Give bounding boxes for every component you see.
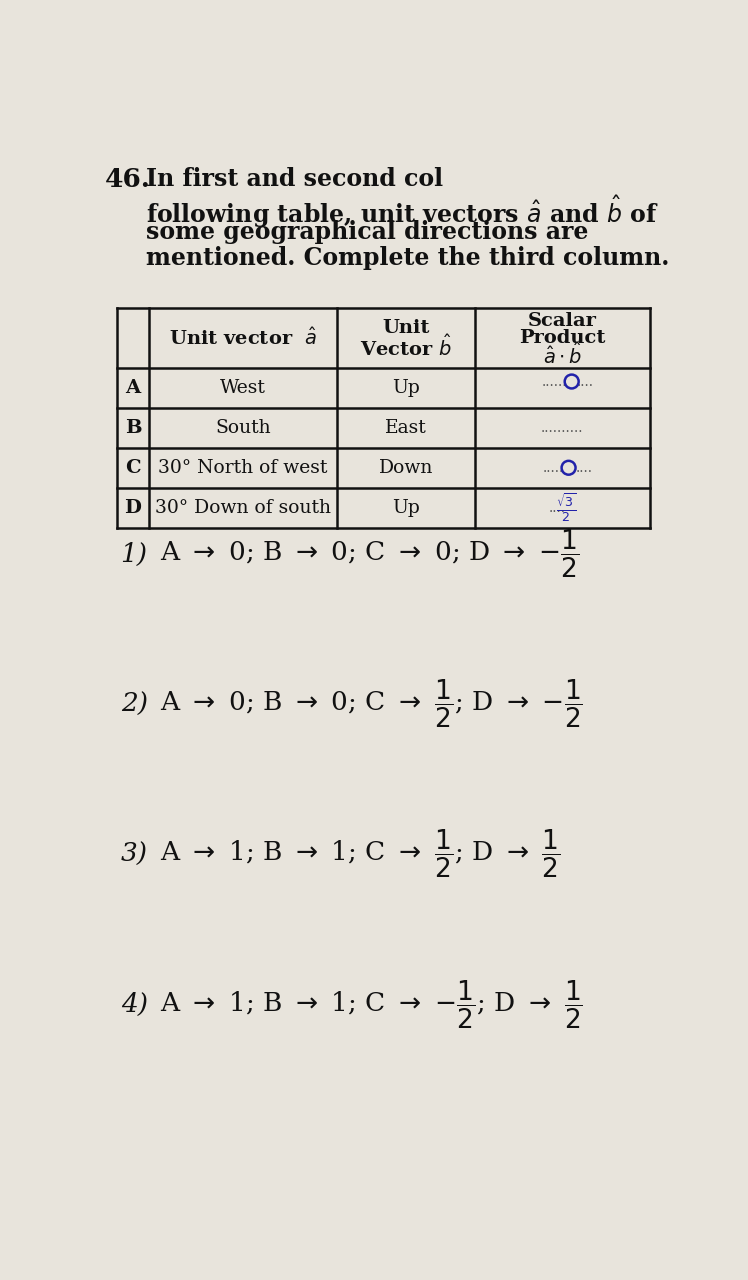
Text: 3): 3)	[120, 842, 147, 867]
Text: 30° Down of south: 30° Down of south	[155, 499, 331, 517]
Text: B: B	[125, 419, 141, 436]
Text: $\hat{a}\cdot\hat{b}$: $\hat{a}\cdot\hat{b}$	[543, 342, 582, 367]
Text: ......: ......	[542, 375, 568, 389]
Text: A $\rightarrow$ 1; B $\rightarrow$ 1; C $\rightarrow$ $\dfrac{1}{2}$; D $\righta: A $\rightarrow$ 1; B $\rightarrow$ 1; C …	[160, 828, 561, 881]
Text: ....: ....	[577, 375, 594, 389]
Text: Product: Product	[519, 329, 606, 347]
Text: ....: ....	[548, 500, 565, 515]
Text: Up: Up	[392, 379, 420, 397]
Text: 4): 4)	[120, 992, 147, 1016]
Text: 30° North of west: 30° North of west	[159, 458, 328, 476]
Text: Unit: Unit	[382, 320, 429, 338]
Text: Down: Down	[378, 458, 433, 476]
Text: .....: .....	[542, 461, 564, 475]
Text: 1): 1)	[120, 541, 147, 567]
Text: ....: ....	[575, 461, 592, 475]
Text: following table, unit vectors $\hat{a}$ and $\hat{b}$ of: following table, unit vectors $\hat{a}$ …	[146, 193, 659, 230]
Text: Scalar: Scalar	[528, 312, 597, 330]
Text: In first and second col: In first and second col	[146, 168, 444, 192]
Text: Unit vector  $\hat{a}$: Unit vector $\hat{a}$	[169, 326, 317, 348]
Text: mentioned. Complete the third column.: mentioned. Complete the third column.	[146, 246, 669, 270]
Text: 2): 2)	[120, 691, 147, 717]
Text: South: South	[215, 419, 271, 436]
Text: 46.: 46.	[105, 168, 151, 192]
Text: A $\rightarrow$ 0; B $\rightarrow$ 0; C $\rightarrow$ 0; D $\rightarrow$ $-\dfra: A $\rightarrow$ 0; B $\rightarrow$ 0; C …	[160, 527, 580, 580]
Text: A: A	[126, 379, 141, 397]
Text: Up: Up	[392, 499, 420, 517]
Text: West: West	[220, 379, 266, 397]
Text: Vector $\hat{b}$: Vector $\hat{b}$	[360, 334, 452, 360]
Text: C: C	[125, 458, 141, 476]
Text: A $\rightarrow$ 1; B $\rightarrow$ 1; C $\rightarrow$ $-\dfrac{1}{2}$; D $\right: A $\rightarrow$ 1; B $\rightarrow$ 1; C …	[160, 978, 583, 1030]
Text: some geographical directions are: some geographical directions are	[146, 220, 589, 243]
Text: $\frac{\sqrt{3}}{2}$: $\frac{\sqrt{3}}{2}$	[556, 492, 577, 525]
Text: D: D	[124, 499, 141, 517]
Text: A $\rightarrow$ 0; B $\rightarrow$ 0; C $\rightarrow$ $\dfrac{1}{2}$; D $\righta: A $\rightarrow$ 0; B $\rightarrow$ 0; C …	[160, 678, 583, 731]
Text: East: East	[385, 419, 426, 436]
Text: ..........: ..........	[541, 421, 583, 435]
